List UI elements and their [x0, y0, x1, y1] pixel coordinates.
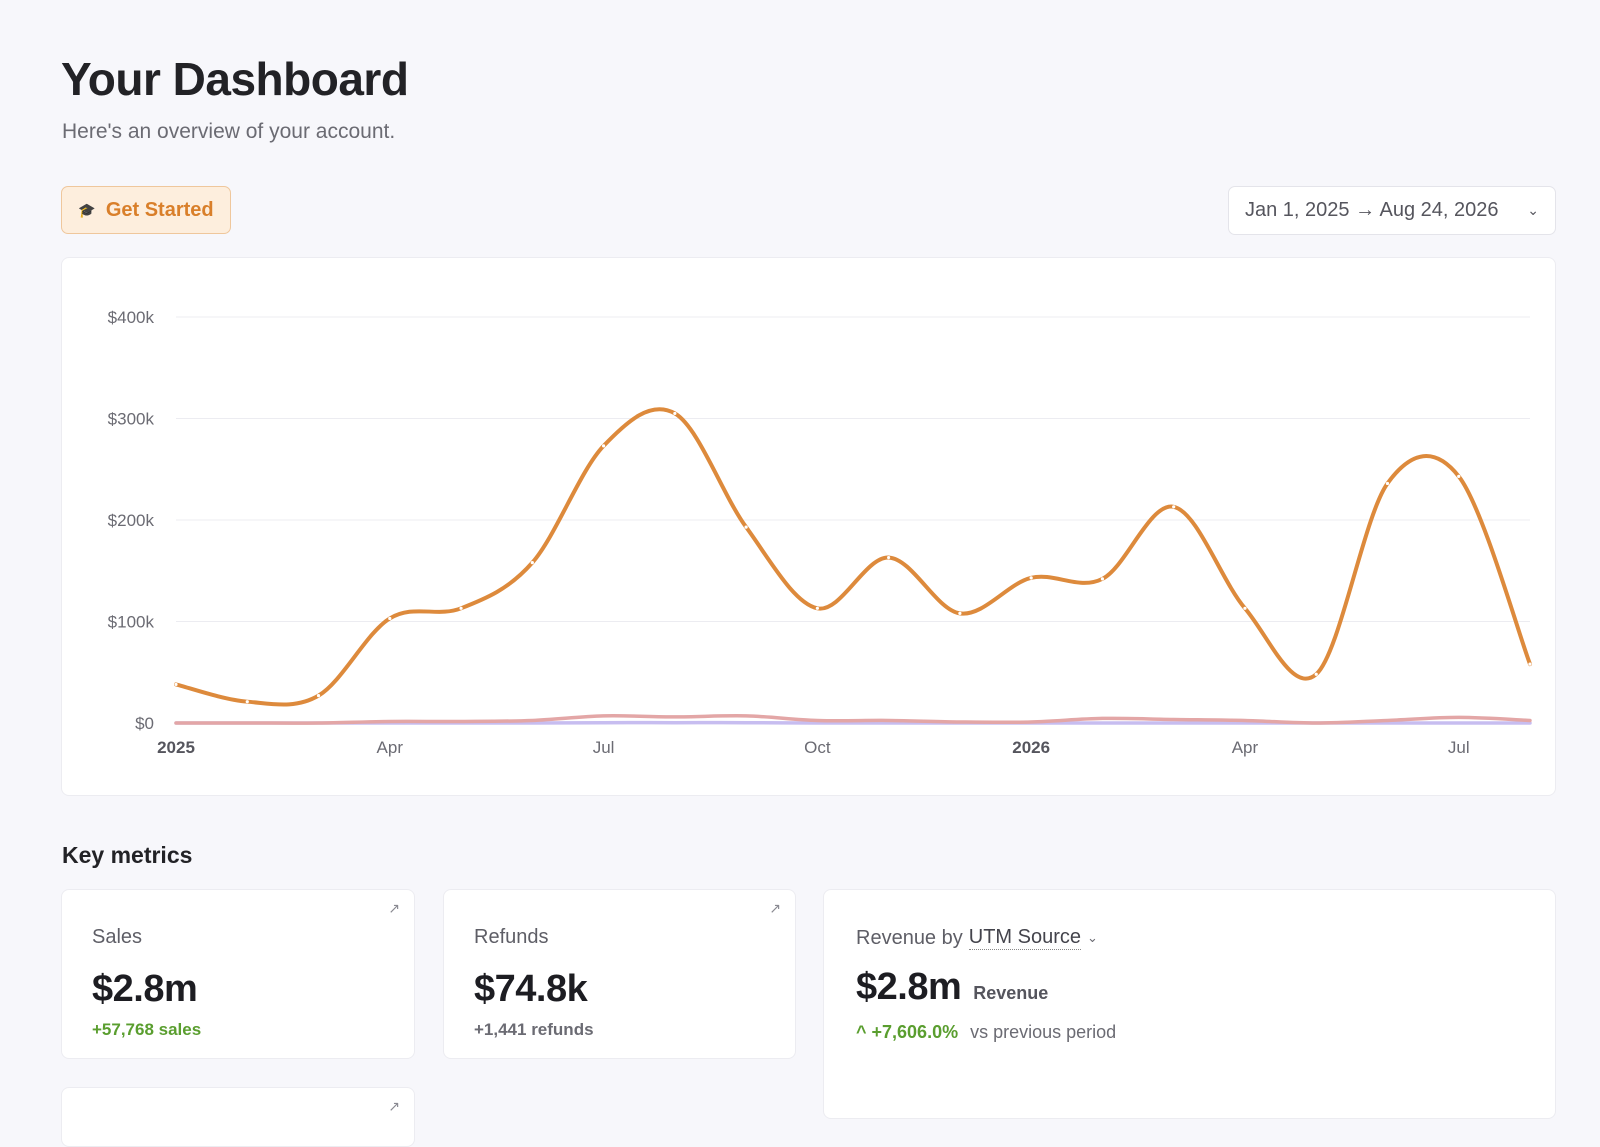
x-tick-label: Apr	[1232, 738, 1259, 757]
revenue-change: ^ +7,606.0%	[856, 1022, 958, 1043]
sales-value: $2.8m	[92, 968, 197, 1011]
data-point	[1243, 607, 1246, 610]
revenue-line-chart: $0 $100k $200k $300k $400k 2025 Apr Jul Oct 2026 A…	[62, 258, 1557, 797]
external-link-icon[interactable]: ↗	[388, 900, 400, 917]
y-tick-label: $300k	[108, 410, 155, 429]
revenue-by-heading: Revenue by UTM Source ⌄	[856, 926, 1098, 950]
data-point	[1528, 663, 1531, 666]
utm-source-dropdown[interactable]: UTM Source	[969, 926, 1081, 950]
revenue-value: $2.8m	[856, 966, 961, 1009]
x-tick-label: Apr	[377, 738, 404, 757]
sales-card[interactable]: ↗ Sales $2.8m +57,768 sales	[61, 889, 415, 1059]
x-tick-label: Jul	[1448, 738, 1470, 757]
y-tick-label: $100k	[108, 613, 155, 632]
refunds-delta: +1,441 refunds	[474, 1020, 594, 1040]
revenue-by-card: Revenue by UTM Source ⌄ $2.8m Revenue ^ …	[823, 889, 1556, 1119]
data-point	[958, 612, 961, 615]
data-point	[1457, 475, 1460, 478]
refunds-series-line	[176, 716, 1530, 723]
data-point	[602, 444, 605, 447]
revenue-chart-card: $0 $100k $200k $300k $400k 2025 Apr Jul Oct 2026 A…	[61, 257, 1556, 796]
refunds-card[interactable]: ↗ Refunds $74.8k +1,441 refunds	[443, 889, 796, 1059]
y-tick-label: $0	[135, 714, 154, 733]
x-tick-label: Jul	[593, 738, 615, 757]
data-point	[459, 607, 462, 610]
data-point	[745, 526, 748, 529]
data-point	[1172, 505, 1175, 508]
data-point	[816, 607, 819, 610]
data-point	[1030, 576, 1033, 579]
data-point	[317, 694, 320, 697]
data-point	[673, 412, 676, 415]
data-point	[1315, 673, 1318, 676]
sales-label: Sales	[92, 926, 142, 949]
data-point	[887, 556, 890, 559]
y-tick-label: $200k	[108, 511, 155, 530]
revenue-value-row: $2.8m Revenue	[856, 966, 1048, 1009]
page-title: Your Dashboard	[61, 52, 408, 106]
date-range-label: Jan 1, 2025 → Aug 24, 2026	[1245, 199, 1499, 222]
graduation-cap-icon: 🎓	[78, 203, 95, 217]
data-point	[246, 700, 249, 703]
key-metrics-heading: Key metrics	[62, 842, 192, 869]
date-range-picker[interactable]: Jan 1, 2025 → Aug 24, 2026 ⌄	[1228, 186, 1556, 235]
refunds-label: Refunds	[474, 926, 549, 949]
get-started-button[interactable]: 🎓 Get Started	[61, 186, 231, 234]
data-point	[388, 617, 391, 620]
revenue-change-row: ^ +7,606.0% vs previous period	[856, 1022, 1116, 1043]
external-link-icon[interactable]: ↗	[388, 1098, 400, 1115]
chevron-down-icon[interactable]: ⌄	[1087, 930, 1098, 946]
y-tick-label: $400k	[108, 308, 155, 327]
x-tick-label: Oct	[804, 738, 831, 757]
x-tick-label: 2025	[157, 738, 195, 757]
refunds-value: $74.8k	[474, 968, 587, 1011]
page-subtitle: Here's an overview of your account.	[62, 120, 395, 144]
sales-delta: +57,768 sales	[92, 1020, 201, 1040]
data-point	[531, 561, 534, 564]
chevron-down-icon: ⌄	[1527, 202, 1539, 219]
data-point	[174, 683, 177, 686]
revenue-series-line	[176, 409, 1530, 704]
x-tick-label: 2026	[1012, 738, 1050, 757]
get-started-label: Get Started	[106, 199, 214, 222]
data-point	[1101, 577, 1104, 580]
revenue-unit: Revenue	[973, 983, 1048, 1004]
extra-metric-card[interactable]: ↗	[61, 1087, 415, 1147]
revenue-change-suffix: vs previous period	[970, 1022, 1116, 1043]
revenue-by-prefix: Revenue by	[856, 927, 963, 950]
external-link-icon[interactable]: ↗	[769, 900, 781, 917]
data-point	[1386, 482, 1389, 485]
